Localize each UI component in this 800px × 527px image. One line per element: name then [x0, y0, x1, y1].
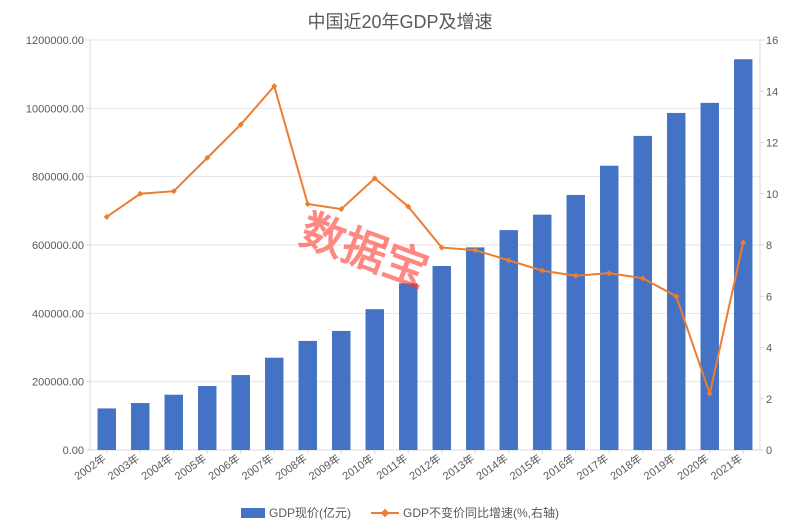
legend-label: GDP不变价同比增速(%,右轴): [403, 504, 559, 521]
bar: [165, 395, 183, 450]
y2-tick-label: 12: [766, 138, 778, 150]
y1-tick-label: 1000000.00: [26, 103, 84, 115]
x-tick-label: 2017年: [574, 451, 611, 483]
legend-label: GDP现价(亿元): [269, 504, 351, 521]
bar: [366, 309, 384, 450]
x-tick-label: 2009年: [306, 451, 343, 483]
line-marker: [305, 201, 311, 207]
x-tick-label: 2016年: [540, 451, 577, 483]
y2-tick-label: 2: [766, 394, 772, 406]
x-tick-label: 2007年: [239, 451, 276, 483]
bar: [634, 136, 652, 450]
bar: [131, 403, 149, 450]
y2-tick-label: 6: [766, 291, 772, 303]
bar: [299, 341, 317, 450]
legend-swatch-bar: [241, 508, 265, 518]
bar: [98, 408, 116, 450]
legend-item-line: GDP不变价同比增速(%,右轴): [371, 504, 559, 521]
y2-tick-label: 0: [766, 445, 772, 457]
legend-item-bar: GDP现价(亿元): [241, 504, 351, 521]
x-tick-label: 2013年: [440, 451, 477, 483]
bar: [198, 386, 216, 450]
bar: [734, 59, 752, 450]
bar: [466, 247, 484, 450]
bar: [567, 195, 585, 450]
bar: [265, 358, 283, 450]
x-tick-label: 2020年: [674, 451, 711, 483]
y2-tick-label: 4: [766, 343, 772, 355]
bar: [701, 103, 719, 450]
x-tick-label: 2008年: [272, 451, 309, 483]
y1-tick-label: 1200000.00: [26, 35, 84, 47]
legend: GDP现价(亿元) GDP不变价同比增速(%,右轴): [0, 504, 800, 521]
y2-tick-label: 14: [766, 86, 778, 98]
x-tick-label: 2005年: [172, 451, 209, 483]
x-tick-label: 2014年: [473, 451, 510, 483]
x-tick-label: 2003年: [105, 451, 142, 483]
x-tick-label: 2015年: [507, 451, 544, 483]
y2-tick-label: 16: [766, 35, 778, 47]
bar: [399, 283, 417, 450]
bar: [667, 113, 685, 450]
bar: [232, 375, 250, 450]
y1-tick-label: 200000.00: [32, 377, 84, 389]
bar: [533, 215, 551, 450]
x-tick-label: 2021年: [708, 451, 745, 483]
y1-tick-label: 400000.00: [32, 308, 84, 320]
y2-tick-label: 10: [766, 189, 778, 201]
chart-container: 中国近20年GDP及增速 0.00200000.00400000.0060000…: [0, 0, 800, 527]
y2-tick-label: 8: [766, 240, 772, 252]
x-tick-label: 2004年: [138, 451, 175, 483]
legend-swatch-line: [371, 508, 399, 518]
x-tick-label: 2019年: [641, 451, 678, 483]
y1-tick-label: 800000.00: [32, 172, 84, 184]
x-tick-label: 2010年: [339, 451, 376, 483]
bar: [600, 166, 618, 450]
x-tick-label: 2012年: [406, 451, 443, 483]
bar: [433, 266, 451, 450]
y1-tick-label: 0.00: [63, 445, 84, 457]
x-tick-label: 2011年: [374, 451, 410, 482]
y1-tick-label: 600000.00: [32, 240, 84, 252]
bar: [332, 331, 350, 450]
x-tick-label: 2006年: [205, 451, 242, 483]
x-tick-label: 2018年: [607, 451, 644, 483]
chart-svg: 0.00 200000.00 400000.00 600000.00 800000.00…: [0, 0, 800, 527]
